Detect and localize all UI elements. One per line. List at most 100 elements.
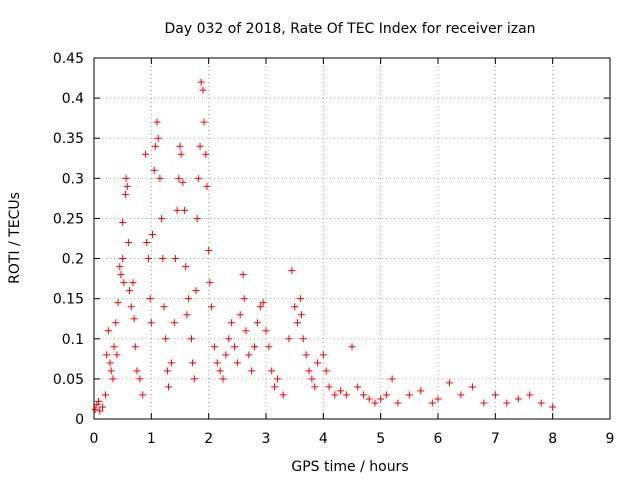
data-point (213, 359, 221, 367)
data-point (131, 343, 139, 351)
data-point (248, 367, 256, 375)
data-point (291, 303, 299, 311)
y-tick-label: 0.35 (53, 131, 84, 147)
data-point (230, 343, 238, 351)
data-point (110, 343, 118, 351)
y-tick-label: 0.25 (53, 211, 84, 227)
data-point (171, 255, 179, 263)
data-point (308, 375, 316, 383)
axis-ticks (93, 57, 611, 420)
data-point (294, 319, 302, 327)
data-point (197, 78, 205, 86)
data-point (342, 391, 350, 399)
data-point (405, 391, 413, 399)
data-point (202, 150, 210, 158)
y-tick-label: 0 (75, 412, 84, 428)
data-point (122, 174, 130, 182)
data-point (428, 399, 436, 407)
data-point (245, 351, 253, 359)
data-point (319, 351, 327, 359)
data-point (170, 319, 178, 327)
data-point (160, 303, 168, 311)
plot-frame (93, 57, 611, 420)
data-point (225, 335, 233, 343)
data-point (514, 395, 522, 403)
data-point (271, 383, 279, 391)
data-point (163, 367, 171, 375)
data-point (302, 351, 310, 359)
data-point (236, 311, 244, 319)
data-point (359, 391, 367, 399)
data-point (150, 166, 158, 174)
data-point (242, 327, 250, 335)
data-point (365, 395, 373, 403)
data-point (239, 271, 247, 279)
data-point (187, 335, 195, 343)
data-point (151, 142, 159, 150)
data-point (122, 190, 130, 198)
data-point (179, 178, 187, 186)
data-point (162, 335, 170, 343)
data-point (305, 367, 313, 375)
y-tick-label: 0.1 (62, 332, 84, 348)
data-point (457, 391, 465, 399)
data-point (133, 367, 141, 375)
data-point (296, 295, 304, 303)
data-point (119, 218, 127, 226)
data-point (96, 407, 104, 415)
x-tick-label: 4 (319, 431, 328, 447)
x-tick-labels: 0 1 2 3 4 5 6 7 8 9 (90, 431, 615, 447)
data-point (109, 375, 117, 383)
y-tick-label: 0.3 (62, 171, 84, 187)
data-point (265, 343, 273, 351)
data-point (285, 335, 293, 343)
data-point (120, 279, 128, 287)
data-point (314, 359, 322, 367)
data-point (394, 399, 402, 407)
data-point (228, 319, 236, 327)
data-point (182, 263, 190, 271)
data-point (167, 359, 175, 367)
data-point (210, 343, 218, 351)
data-point (262, 327, 270, 335)
data-point (200, 118, 208, 126)
data-point (203, 182, 211, 190)
data-point (147, 319, 155, 327)
y-tick-labels: 0 0.05 0.1 0.15 0.2 0.25 0.3 0.35 0.4 0.45 (53, 51, 84, 428)
grid-lines (94, 58, 610, 419)
y-tick-label: 0.2 (62, 252, 84, 268)
data-point (183, 311, 191, 319)
data-point (388, 375, 396, 383)
data-point (196, 142, 204, 150)
data-point (298, 311, 306, 319)
x-tick-label: 5 (376, 431, 385, 447)
data-point (139, 391, 147, 399)
data-point (112, 319, 120, 327)
data-point (159, 255, 167, 263)
data-point (549, 403, 557, 411)
x-tick-label: 2 (204, 431, 213, 447)
data-point (417, 387, 425, 395)
data-point (156, 174, 164, 182)
data-point (124, 239, 132, 247)
x-tick-label: 1 (147, 431, 156, 447)
data-point (526, 391, 534, 399)
data-point (153, 118, 161, 126)
x-tick-label: 6 (434, 431, 443, 447)
data-point (491, 391, 499, 399)
data-point (205, 247, 213, 255)
data-point (181, 206, 189, 214)
data-point (273, 375, 281, 383)
data-point (113, 351, 121, 359)
data-point (288, 267, 296, 275)
data-point (222, 351, 230, 359)
data-point (103, 351, 111, 359)
data-point (95, 397, 103, 405)
data-point (106, 359, 114, 367)
data-point (219, 375, 227, 383)
data-point (136, 375, 144, 383)
data-point (176, 142, 184, 150)
data-point (268, 367, 276, 375)
x-tick-label: 3 (262, 431, 271, 447)
